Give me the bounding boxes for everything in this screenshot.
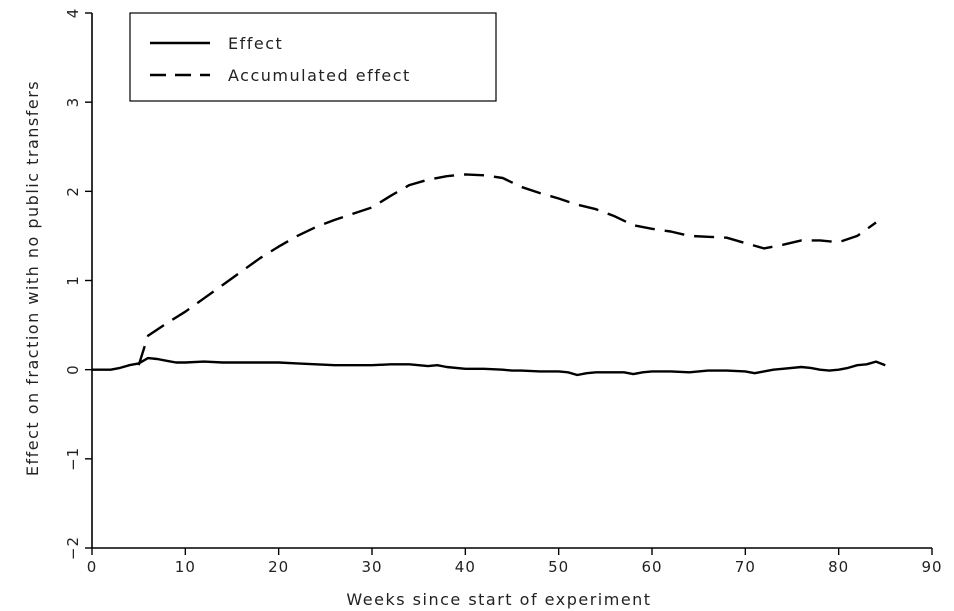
y-tick-label: 3 [64,97,82,108]
x-tick-label: 80 [828,558,849,576]
legend-box [129,12,497,102]
legend-label-effect: Effect [228,34,283,53]
y-tick-label: −1 [64,447,82,471]
x-tick-label: 20 [268,558,289,576]
y-tick-label: 4 [64,8,82,19]
legend: Effect Accumulated effect [129,12,497,102]
x-tick-label: 50 [548,558,569,576]
plot-area [92,173,886,377]
y-tick-label: −2 [64,536,82,560]
y-tick-label: 0 [64,364,82,375]
legend-label-accumulated: Accumulated effect [228,66,411,85]
y-axis-title: Effect on fraction with no public transf… [23,80,42,476]
y-tick-label: 2 [64,186,82,197]
series-line-accumulated-effect [137,173,877,366]
x-tick-label: 70 [735,558,756,576]
x-tick-label: 90 [921,558,942,576]
x-tick-label: 0 [87,558,98,576]
x-tick-label: 30 [361,558,382,576]
x-tick-label: 40 [455,558,476,576]
ticks: 0 10 20 30 40 50 60 70 80 90 −2 −1 0 1 2 3 4 [64,8,942,576]
y-tick-label: 1 [64,275,82,286]
series-line-effect [92,356,886,377]
x-axis-title: Weeks since start of experiment [346,590,651,609]
x-tick-label: 10 [175,558,196,576]
x-tick-label: 60 [641,558,662,576]
